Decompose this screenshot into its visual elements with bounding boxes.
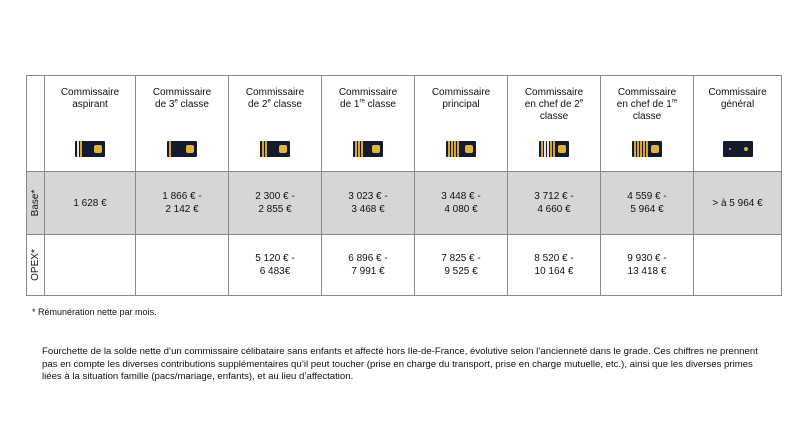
rank-title: Commissaire: [431, 86, 491, 98]
salary-cell: > à 5 964 €: [693, 171, 782, 235]
rank-sup: e: [267, 98, 271, 105]
salary-min: 7 825 € -: [441, 253, 481, 264]
salary-max: 5 964 €: [630, 204, 664, 215]
epaulette-general-icon: [722, 140, 753, 157]
header-row: Commissaire aspirant Commissaire de 3e cla…: [26, 75, 782, 172]
salary-max: 13 418 €: [627, 266, 667, 277]
salary-cell: 6 896 € - 7 991 €: [321, 234, 415, 296]
salary-min: 6 896 € -: [348, 253, 388, 264]
salary-cell: [44, 234, 136, 296]
rank-sup: re: [671, 98, 678, 105]
rank-sup: e: [579, 98, 584, 105]
rank-subtitle-line3: classe: [539, 110, 569, 122]
rank-header: Commissaire principal: [414, 75, 508, 172]
rank-subtitle-end: classe: [364, 98, 396, 110]
salary-min: 4 559 € -: [627, 191, 667, 202]
salary-max: 10 164 €: [534, 266, 574, 277]
rank-subtitle-line3: classe: [632, 110, 662, 122]
salary-min: 2 300 € -: [255, 191, 295, 202]
salary-value: 1 628 €: [73, 197, 107, 209]
salary-min: 3 023 € -: [348, 191, 388, 202]
salary-max: 3 468 €: [351, 204, 385, 215]
rank-title: Commissaire: [60, 86, 120, 98]
epaulette-chief-1st-class-icon: [632, 140, 662, 157]
corner-cell: [26, 75, 45, 172]
epaulette-principal-icon: [446, 140, 476, 157]
salary-cell: 4 559 € - 5 964 €: [600, 171, 694, 235]
salary-cell: 9 930 € - 13 418 €: [600, 234, 694, 296]
rank-subtitle: de 1: [340, 98, 360, 110]
rank-subtitle: principal: [442, 98, 480, 110]
rank-header: Commissaire de 2e classe: [228, 75, 322, 172]
rank-sup: e: [174, 98, 178, 105]
rank-header: Commissaire en chef de 1re classe: [600, 75, 694, 172]
row-label-text: OPEX*: [29, 249, 41, 281]
salary-cell: 8 520 € - 10 164 €: [507, 234, 601, 296]
rank-title: Commissaire: [152, 86, 212, 98]
row-label-base: Base*: [26, 171, 45, 235]
epaulette-3rd-class-icon: [167, 140, 197, 157]
salary-min: 9 930 € -: [627, 253, 667, 264]
salary-cell: 3 712 € - 4 660 €: [507, 171, 601, 235]
salary-max: 2 855 €: [258, 204, 292, 215]
salary-min: 1 866 € -: [162, 191, 202, 202]
salary-min: 8 520 € -: [534, 253, 574, 264]
salary-cell: 3 023 € - 3 468 €: [321, 171, 415, 235]
epaulette-1st-class-icon: [353, 140, 383, 157]
epaulette-aspirant-icon: [75, 140, 105, 157]
rank-subtitle: de 3: [155, 98, 175, 110]
explanation-paragraph: Fourchette de la solde nette d’un commis…: [42, 346, 758, 382]
salary-max: 9 525 €: [444, 266, 478, 277]
rank-header: Commissaire de 3e classe: [135, 75, 229, 172]
rank-subtitle-end: classe: [270, 98, 302, 110]
rank-subtitle: de 2: [248, 98, 268, 110]
base-row: Base* 1 628 € 1 866 € - 2 142 € 2 300 € -…: [26, 171, 782, 235]
rank-title: Commissaire: [245, 86, 305, 98]
rank-subtitle: en chef de 2: [524, 98, 580, 110]
salary-cell: 3 448 € - 4 080 €: [414, 171, 508, 235]
salary-cell: 2 300 € - 2 855 €: [228, 171, 322, 235]
epaulette-2nd-class-icon: [260, 140, 290, 157]
salary-value: > à 5 964 €: [712, 197, 763, 209]
salary-cell: 1 866 € - 2 142 €: [135, 171, 229, 235]
salary-max: 7 991 €: [351, 266, 385, 277]
salary-max: 4 660 €: [537, 204, 571, 215]
rank-sup: re: [359, 98, 365, 105]
row-label-opex: OPEX*: [26, 234, 45, 296]
rank-header: Commissaire général: [693, 75, 782, 172]
opex-row: OPEX* 5 120 € - 6 483€ 6 896 € - 7 991 € 7…: [26, 234, 782, 296]
salary-min: 3 712 € -: [534, 191, 574, 202]
rank-header: Commissaire aspirant: [44, 75, 136, 172]
rank-title: Commissaire: [338, 86, 398, 98]
salary-max: 2 142 €: [165, 204, 199, 215]
salary-table: Commissaire aspirant Commissaire de 3e cla…: [26, 75, 782, 296]
salary-cell: [135, 234, 229, 296]
epaulette-chief-2nd-class-icon: [539, 140, 569, 157]
salary-cell: 5 120 € - 6 483€: [228, 234, 322, 296]
rank-subtitle: aspirant: [72, 98, 108, 110]
rank-title: Commissaire: [708, 86, 767, 98]
rank-subtitle: général: [720, 98, 755, 110]
salary-min: 5 120 € -: [255, 253, 295, 264]
salary-cell: 7 825 € - 9 525 €: [414, 234, 508, 296]
rank-title: Commissaire: [524, 86, 584, 98]
salary-min: 3 448 € -: [441, 191, 481, 202]
rank-header: Commissaire en chef de 2e classe: [507, 75, 601, 172]
rank-title: Commissaire: [617, 86, 677, 98]
rank-header: Commissaire de 1re classe: [321, 75, 415, 172]
rank-subtitle: en chef de 1: [616, 98, 672, 110]
salary-max: 6 483€: [259, 266, 291, 277]
rank-subtitle-end: classe: [177, 98, 209, 110]
salary-max: 4 080 €: [444, 204, 478, 215]
salary-cell: [693, 234, 782, 296]
salary-cell: 1 628 €: [44, 171, 136, 235]
footnote: * Rémunération nette par mois.: [32, 307, 157, 317]
row-label-text: Base*: [29, 189, 41, 217]
